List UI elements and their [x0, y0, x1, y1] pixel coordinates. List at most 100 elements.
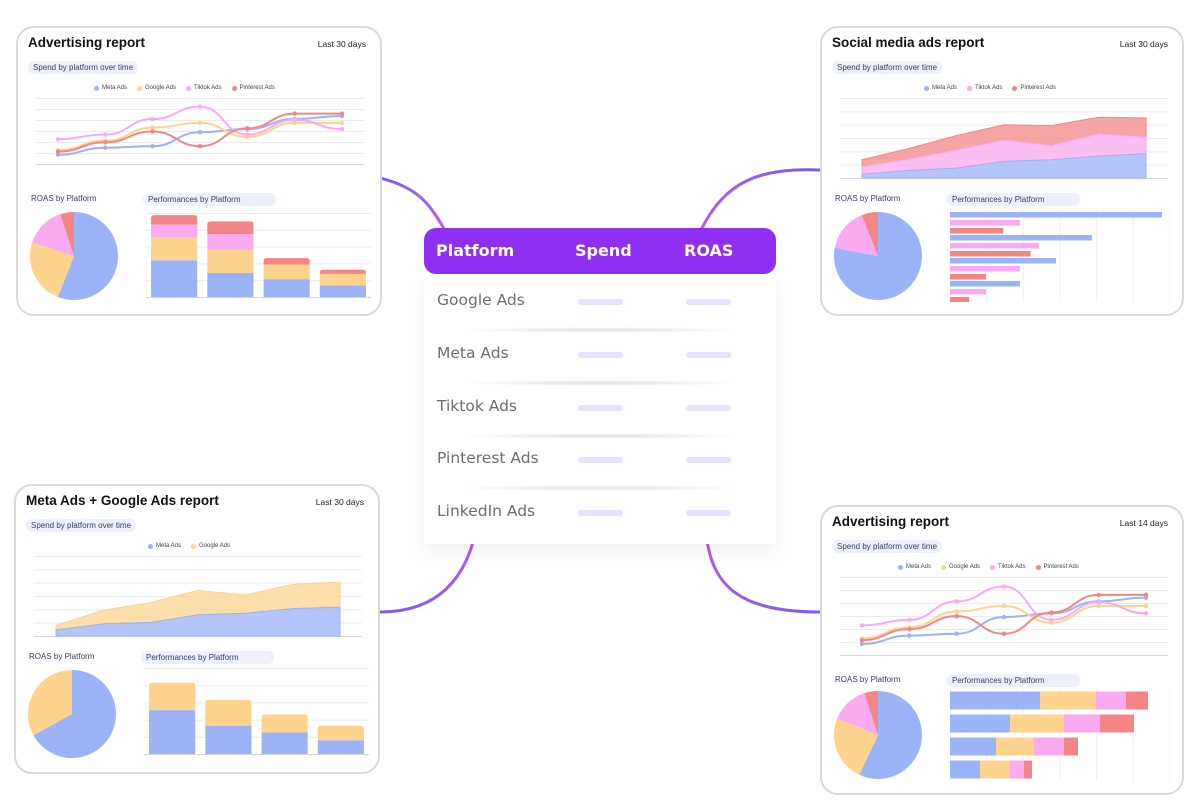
data-point: [1096, 600, 1101, 605]
legend-item: Meta Ads: [898, 564, 931, 570]
date-range: Last 14 days: [1119, 518, 1168, 528]
data-point: [55, 137, 61, 142]
bar-segment: [261, 732, 308, 754]
data-point: [292, 120, 297, 126]
pie-slice: [837, 693, 878, 735]
bar: [950, 251, 1031, 257]
table-row: Pinterest Ads: [424, 439, 776, 491]
bar-segment: [1064, 714, 1100, 733]
bar-segment: [151, 237, 198, 261]
data-point: [55, 149, 61, 154]
roas-placeholder: [686, 352, 731, 358]
bar-segment: [149, 682, 196, 711]
bar-segment: [319, 273, 366, 286]
legend-item: Meta Ads: [924, 85, 957, 91]
bar-segment: [263, 258, 310, 265]
roas-pie-chart: [27, 670, 116, 758]
roas-placeholder: [686, 457, 731, 463]
performance-horizontal-bar-chart: [950, 689, 1170, 781]
data-point: [954, 609, 959, 614]
bar: [950, 258, 1056, 264]
row-platform-name: Pinterest Ads: [437, 449, 539, 467]
bar-segment: [1126, 691, 1148, 710]
bar-segment: [205, 725, 252, 754]
bar-segment: [1010, 714, 1064, 733]
data-point: [907, 617, 912, 623]
data-point: [859, 623, 865, 628]
data-point: [339, 111, 345, 116]
table-row: Meta Ads: [424, 334, 776, 386]
pie-slice: [27, 670, 73, 736]
report-card-bottom-left: Meta Ads + Google Ads report Last 30 day…: [14, 484, 380, 774]
table-row: Google Ads: [424, 281, 776, 333]
bar: [950, 266, 1020, 272]
performance-chart-label: Performances by Platform: [141, 651, 275, 664]
performance-chart-label: Performances by Platform: [947, 674, 1081, 687]
data-point: [197, 104, 203, 109]
data-point: [954, 613, 959, 619]
performance-chart-label: Performances by Platform: [143, 193, 277, 206]
bar-segment: [950, 691, 1040, 710]
bar-segment: [263, 279, 310, 297]
data-point: [1049, 610, 1054, 615]
bar-segment: [151, 224, 198, 238]
data-point: [1001, 631, 1007, 636]
spend-placeholder: [578, 352, 623, 358]
spend-placeholder: [578, 405, 623, 411]
roas-pie-chart: [834, 691, 922, 779]
chart-legend: Meta Ads Google Ads: [148, 543, 230, 549]
data-point: [55, 152, 61, 157]
bar-segment: [207, 234, 254, 250]
roas-placeholder: [686, 299, 731, 305]
roas-chart-label: ROAS by Platform: [830, 192, 906, 205]
legend-item: Pinterest Ads: [1012, 85, 1056, 91]
bar-segment: [1024, 760, 1032, 779]
date-range: Last 30 days: [315, 497, 364, 507]
bar-segment: [317, 740, 364, 754]
legend-item: Pinterest Ads: [231, 85, 275, 91]
card-title: Social media ads report: [832, 35, 985, 50]
legend-item: Meta Ads: [94, 85, 127, 91]
bar: [950, 228, 1003, 234]
pie-slice: [32, 214, 74, 256]
card-title: Advertising report: [28, 35, 146, 50]
spend-chart-label: Spend by platform over time: [832, 540, 943, 553]
bar-segment: [319, 285, 366, 297]
bar-segment: [151, 260, 198, 297]
legend-item: Pinterest Ads: [1035, 564, 1079, 570]
connector-top-right: [698, 168, 821, 233]
spend-placeholder: [578, 510, 623, 516]
bar-segment: [950, 714, 1010, 733]
table-row: Tiktok Ads: [424, 387, 776, 439]
data-point: [1096, 592, 1101, 598]
spend-placeholder: [578, 457, 623, 463]
bar-segment: [1064, 737, 1078, 756]
legend-item: Tiktok Ads: [990, 564, 1026, 570]
table-row: LinkedIn Ads: [424, 492, 776, 542]
data-point: [197, 143, 203, 149]
data-point: [907, 626, 912, 632]
spend-chart-label: Spend by platform over time: [26, 519, 137, 532]
data-point: [339, 120, 345, 126]
performance-stacked-bar-chart: [146, 213, 371, 298]
date-range: Last 30 days: [317, 39, 366, 49]
report-card-bottom-right: Advertising report Last 14 days Spend by…: [820, 505, 1184, 795]
roas-chart-label: ROAS by Platform: [24, 650, 100, 663]
bar-segment: [263, 264, 310, 280]
row-platform-name: Google Ads: [437, 291, 525, 309]
data-point: [1049, 617, 1054, 623]
bar-segment: [996, 737, 1034, 756]
spend-area-chart: [34, 556, 362, 637]
connector-top-left: [379, 176, 448, 233]
spend-chart-label: Spend by platform over time: [832, 61, 943, 74]
data-point: [859, 638, 865, 643]
roas-pie-chart: [834, 212, 922, 300]
header-spend: Spend: [575, 241, 632, 260]
data-point: [954, 631, 959, 636]
row-platform-name: LinkedIn Ads: [437, 502, 536, 520]
performance-horizontal-bar-chart: [950, 210, 1170, 302]
bar-segment: [151, 215, 198, 225]
bar-segment: [1010, 760, 1024, 779]
roas-chart-label: ROAS by Platform: [26, 192, 102, 205]
